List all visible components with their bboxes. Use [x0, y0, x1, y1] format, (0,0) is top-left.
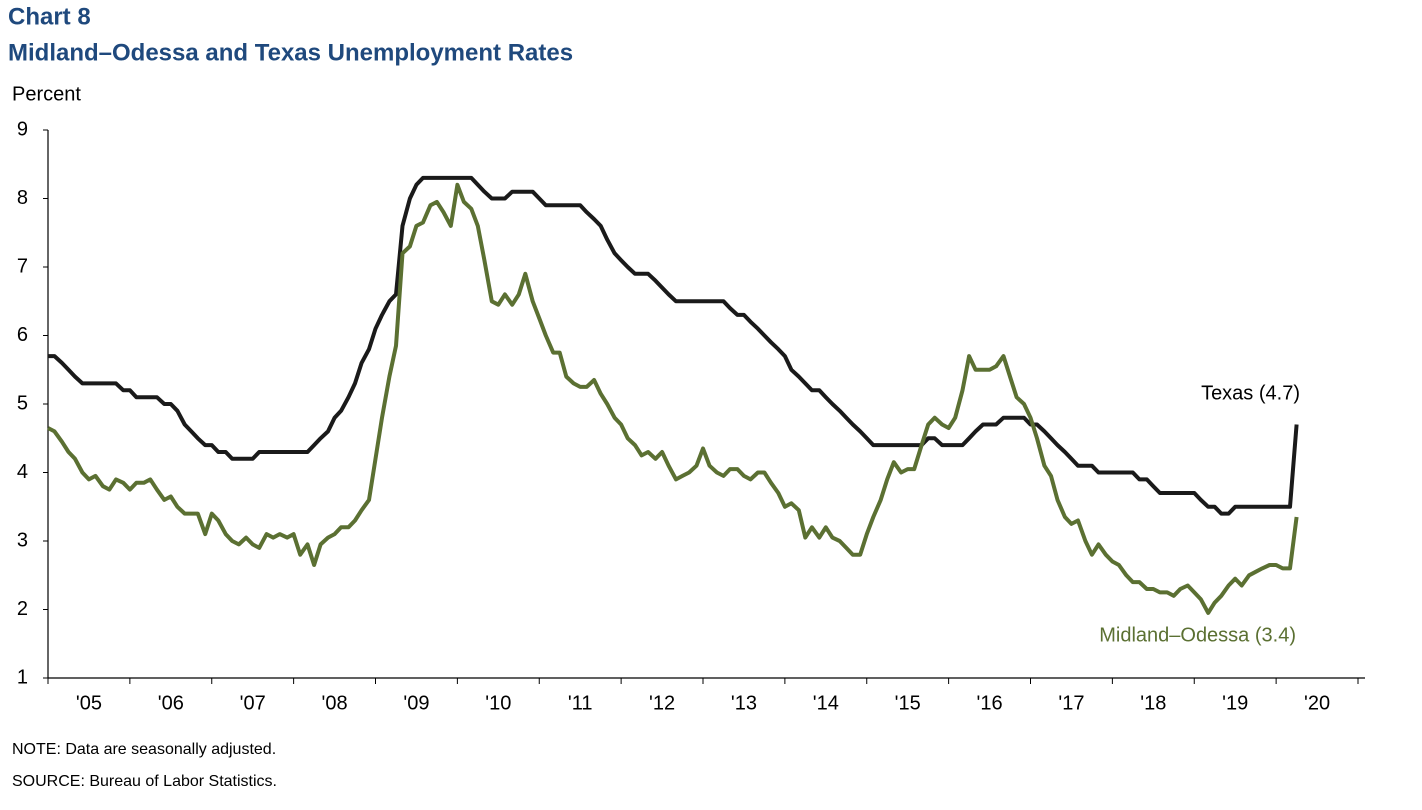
x-tick-label: '08 [322, 692, 348, 714]
y-tick-label: 4 [17, 461, 28, 483]
x-tick-label: '07 [240, 692, 266, 714]
y-tick-label: 7 [17, 255, 28, 277]
x-tick-label: '14 [813, 692, 839, 714]
note: NOTE: Data are seasonally adjusted. [12, 741, 276, 758]
annotation: Midland–Odessa (3.4) [1099, 624, 1296, 646]
annotation: Texas (4.7) [1201, 382, 1300, 404]
x-tick-label: '13 [731, 692, 757, 714]
x-tick-label: '09 [403, 692, 429, 714]
note: SOURCE: Bureau of Labor Statistics. [12, 773, 277, 790]
line-series [47, 182, 1299, 615]
x-tick-label: '18 [1140, 692, 1166, 714]
line-series [48, 175, 1299, 516]
chart-title: Chart 8 [8, 3, 91, 30]
y-axis-label: Percent [12, 83, 81, 105]
x-tick-label: '20 [1304, 692, 1330, 714]
x-tick-label: '11 [568, 692, 593, 714]
y-tick-label: 5 [17, 392, 28, 414]
y-tick-label: 2 [17, 598, 28, 620]
y-tick-label: 1 [17, 666, 28, 688]
y-tick-label: 9 [17, 118, 28, 140]
x-tick-label: '16 [977, 692, 1003, 714]
y-tick-label: 8 [17, 187, 28, 209]
x-tick-label: '10 [485, 692, 511, 714]
x-tick-label: '05 [76, 692, 102, 714]
y-tick-label: 6 [17, 324, 28, 346]
x-tick-label: '19 [1222, 692, 1248, 714]
x-tick-label: '17 [1058, 692, 1084, 714]
x-tick-label: '15 [895, 692, 921, 714]
y-tick-label: 3 [17, 529, 28, 551]
x-tick-label: '06 [158, 692, 184, 714]
chart-subtitle: Midland–Odessa and Texas Unemployment Ra… [8, 39, 573, 66]
x-tick-label: '12 [649, 692, 675, 714]
